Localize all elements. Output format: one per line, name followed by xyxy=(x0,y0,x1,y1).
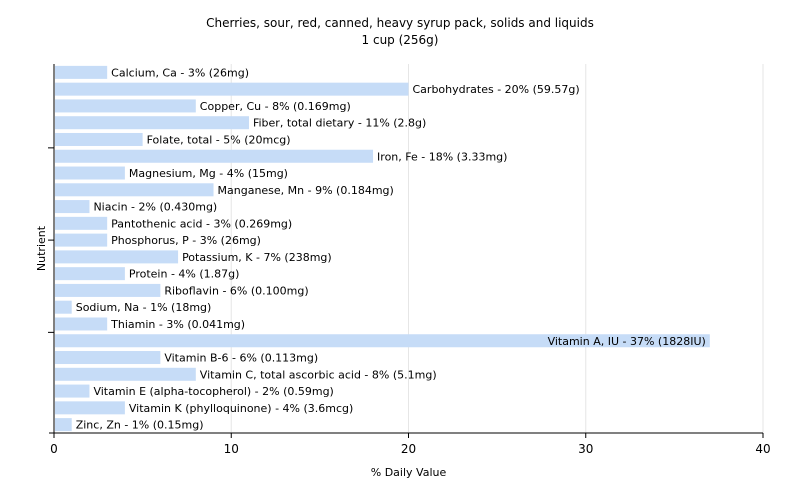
bar-label: Vitamin E (alpha-tocopherol) - 2% (0.59m… xyxy=(93,385,333,398)
bar xyxy=(55,216,108,230)
bar xyxy=(55,283,161,297)
bar xyxy=(55,401,125,415)
bar xyxy=(55,250,179,264)
bar-label: Vitamin B-6 - 6% (0.113mg) xyxy=(164,352,318,365)
chart-title: Cherries, sour, red, canned, heavy syrup… xyxy=(206,16,594,30)
bar xyxy=(55,367,196,381)
bar-label: Carbohydrates - 20% (59.57g) xyxy=(413,83,580,96)
bar-label: Folate, total - 5% (20mcg) xyxy=(147,133,291,146)
bar xyxy=(55,317,108,331)
bar-label: Magnesium, Mg - 4% (15mg) xyxy=(129,167,288,180)
bar-label: Vitamin C, total ascorbic acid - 8% (5.1… xyxy=(200,368,437,381)
x-tick-label: 10 xyxy=(224,442,239,456)
bar-label: Protein - 4% (1.87g) xyxy=(129,268,240,281)
bar xyxy=(55,334,710,348)
bar xyxy=(55,166,125,180)
bar-label: Calcium, Ca - 3% (26mg) xyxy=(111,66,249,79)
bar xyxy=(55,183,214,197)
x-axis-title: % Daily Value xyxy=(371,466,447,479)
bar xyxy=(55,384,90,398)
bar-label: Thiamin - 3% (0.041mg) xyxy=(110,318,245,331)
bar xyxy=(55,99,196,113)
bar xyxy=(55,233,108,247)
bar-label: Vitamin K (phylloquinone) - 4% (3.6mcg) xyxy=(129,402,353,415)
bar-label: Copper, Cu - 8% (0.169mg) xyxy=(200,100,351,113)
bar xyxy=(55,200,90,214)
bar-label: Pantothenic acid - 3% (0.269mg) xyxy=(111,217,292,230)
bar xyxy=(55,418,72,432)
bar xyxy=(55,300,72,314)
bar xyxy=(55,351,161,365)
bar xyxy=(55,116,249,130)
bar-label: Sodium, Na - 1% (18mg) xyxy=(76,301,212,314)
x-tick-label: 30 xyxy=(578,442,593,456)
x-tick-label: 40 xyxy=(755,442,770,456)
bar-label: Niacin - 2% (0.430mg) xyxy=(93,201,217,214)
bar xyxy=(55,132,143,146)
bar-label: Zinc, Zn - 1% (0.15mg) xyxy=(76,419,204,432)
bar-label: Potassium, K - 7% (238mg) xyxy=(182,251,332,264)
bar-label: Vitamin A, IU - 37% (1828IU) xyxy=(548,335,706,348)
bar-label: Iron, Fe - 18% (3.33mg) xyxy=(377,150,507,163)
x-tick-label: 0 xyxy=(50,442,58,456)
bar-label: Manganese, Mn - 9% (0.184mg) xyxy=(218,184,394,197)
y-axis-title: Nutrient xyxy=(35,225,48,271)
bar xyxy=(55,149,374,163)
bar xyxy=(55,65,108,79)
x-tick-label: 20 xyxy=(401,442,416,456)
bar xyxy=(55,82,409,96)
bar xyxy=(55,267,125,281)
bar-label: Riboflavin - 6% (0.100mg) xyxy=(164,284,308,297)
bar-label: Phosphorus, P - 3% (26mg) xyxy=(111,234,261,247)
chart-subtitle: 1 cup (256g) xyxy=(361,33,439,47)
bar-label: Fiber, total dietary - 11% (2.8g) xyxy=(253,117,426,130)
